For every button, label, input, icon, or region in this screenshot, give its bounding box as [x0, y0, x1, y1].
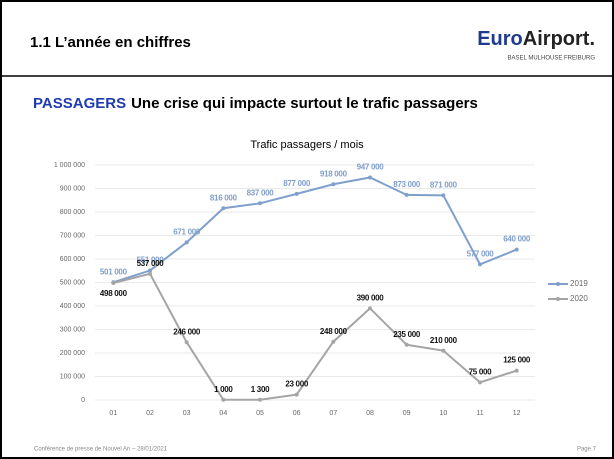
point — [148, 268, 152, 273]
x-tick-label: 07 — [329, 410, 337, 417]
y-tick-label: 800 000 — [60, 209, 85, 216]
y-tick-label: 300 000 — [60, 326, 85, 333]
x-tick-label: 06 — [293, 410, 301, 417]
x-tick-label: 08 — [366, 410, 374, 417]
x-tick-label: 03 — [183, 410, 191, 417]
point — [294, 392, 299, 397]
y-tick-label: 600 000 — [60, 256, 85, 263]
x-tick-label: 09 — [403, 410, 411, 417]
chart-title: Trafic passagers / mois — [250, 139, 364, 151]
data-label: 947 000 — [357, 163, 385, 172]
point — [441, 193, 446, 198]
point — [514, 368, 519, 373]
x-tick-label: 04 — [219, 410, 227, 417]
headline-text: Une crise qui impacte surtout le trafic … — [131, 95, 478, 112]
point — [331, 339, 336, 344]
point — [404, 192, 409, 197]
point — [368, 306, 372, 311]
headline: PASSAGERS Une crise qui impacte surtout l… — [33, 95, 478, 112]
point — [148, 271, 152, 276]
y-tick-label: 1 000 000 — [54, 162, 85, 169]
data-label: 871 000 — [430, 180, 458, 189]
data-label: 537 000 — [137, 259, 165, 268]
x-tick-label: 12 — [513, 410, 521, 417]
legend-marker — [556, 282, 560, 286]
data-label: 577 000 — [467, 250, 495, 259]
data-label: 125 000 — [503, 356, 531, 365]
data-label: 498 000 — [100, 289, 128, 298]
footer-text: Conférence de presse de Nouvel An – 28/0… — [34, 447, 168, 453]
series-line — [113, 272, 517, 401]
logo-part: Euro — [477, 28, 523, 50]
y-tick-label: 100 000 — [60, 373, 85, 380]
data-label: 671 000 — [173, 227, 201, 236]
y-tick-label: 200 000 — [60, 350, 85, 357]
point — [184, 240, 189, 245]
headline-highlight: PASSAGERS — [33, 95, 126, 112]
data-label: 1 300 — [251, 385, 270, 394]
data-label: 918 000 — [320, 169, 348, 178]
point — [221, 206, 226, 211]
point — [404, 342, 409, 347]
legend-label: 2019 — [570, 279, 588, 288]
slide-title: 1.1 L’année en chiffres — [30, 34, 191, 51]
point — [258, 397, 262, 402]
legend-marker — [556, 297, 560, 301]
x-tick-label: 01 — [109, 410, 117, 417]
point — [184, 340, 189, 345]
data-label: 390 000 — [357, 293, 385, 302]
data-label: 210 000 — [430, 336, 458, 345]
y-tick-label: 400 000 — [60, 303, 85, 310]
point — [478, 262, 482, 267]
data-label: 816 000 — [210, 193, 238, 202]
logo-subtitle: BASEL MULHOUSE FREIBURG — [508, 56, 596, 62]
series-line — [113, 176, 518, 284]
data-label: 235 000 — [393, 330, 421, 339]
data-label: 248 000 — [320, 327, 348, 336]
logo-part: Airport. — [523, 28, 595, 50]
data-label: 640 000 — [503, 235, 531, 244]
x-tick-label: 10 — [439, 410, 447, 417]
x-tick-label: 02 — [146, 410, 154, 417]
y-tick-label: 500 000 — [60, 279, 85, 286]
point — [478, 380, 482, 385]
point — [331, 182, 336, 187]
y-tick-label: 700 000 — [60, 232, 85, 239]
data-label: 551 000 — [137, 256, 165, 265]
y-tick-label: 900 000 — [60, 185, 85, 192]
logo: EuroAirport. — [477, 28, 595, 50]
data-label: 501 000 — [100, 267, 128, 276]
data-label: 877 000 — [283, 179, 311, 188]
legend-label: 2020 — [570, 294, 588, 303]
data-label: 23 000 — [285, 380, 309, 389]
point — [441, 348, 446, 353]
point — [294, 191, 299, 196]
data-label: 837 000 — [247, 188, 275, 197]
point — [514, 247, 519, 252]
point — [368, 175, 372, 180]
x-tick-label: 05 — [256, 410, 264, 417]
x-tick-label: 11 — [476, 410, 483, 417]
data-label: 873 000 — [393, 180, 421, 189]
data-label: 75 000 — [469, 367, 493, 376]
data-label: 1 000 — [214, 385, 233, 394]
point — [221, 397, 226, 402]
y-tick-label: 0 — [81, 397, 85, 404]
point — [111, 280, 116, 285]
page-number: Page 7 — [577, 447, 597, 453]
data-label: 246 000 — [173, 327, 201, 336]
point — [258, 201, 262, 206]
